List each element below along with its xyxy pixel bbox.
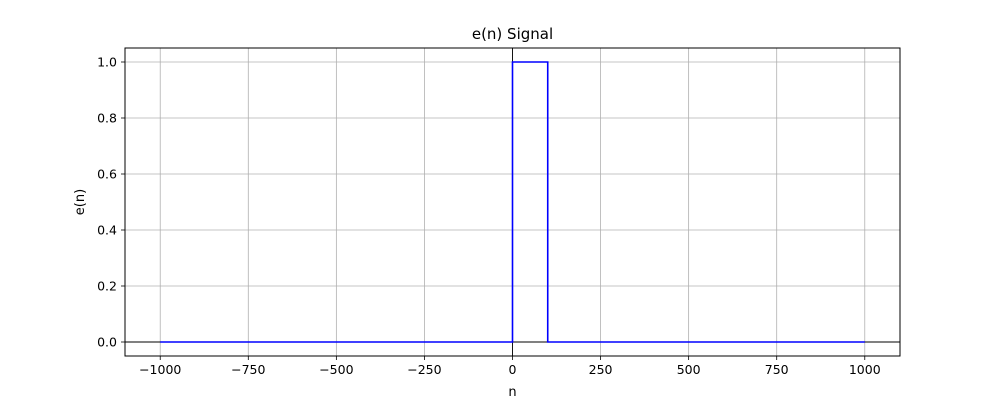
y-tick-label: 0.4 — [97, 223, 117, 238]
series-line-0 — [160, 61, 865, 343]
x-tick-label: 1000 — [849, 362, 881, 377]
y-tick-label: 0.8 — [97, 111, 117, 126]
x-tick-label: 250 — [589, 362, 613, 377]
x-tick-label: 0 — [509, 362, 517, 377]
y-axis-ticks: 0.0 0.2 0.4 0.6 0.8 1.0 — [97, 55, 125, 350]
y-tick-label: 0.0 — [97, 335, 117, 350]
x-tick-label: −1000 — [139, 362, 181, 377]
series-layer — [160, 61, 865, 343]
x-tick-label: 500 — [677, 362, 701, 377]
x-tick-label: −250 — [407, 362, 441, 377]
x-axis-label: n — [508, 385, 516, 400]
y-tick-label: 0.2 — [97, 279, 117, 294]
y-axis-label: e(n) — [73, 189, 88, 215]
x-tick-label: 750 — [765, 362, 789, 377]
x-axis-ticks: −1000 −750 −500 −250 0 250 500 750 1000 — [139, 356, 881, 377]
chart-title: e(n) Signal — [472, 25, 553, 43]
x-tick-label: −500 — [319, 362, 353, 377]
y-tick-label: 0.6 — [97, 167, 117, 182]
x-tick-label: −750 — [231, 362, 265, 377]
y-tick-label: 1.0 — [97, 55, 117, 70]
